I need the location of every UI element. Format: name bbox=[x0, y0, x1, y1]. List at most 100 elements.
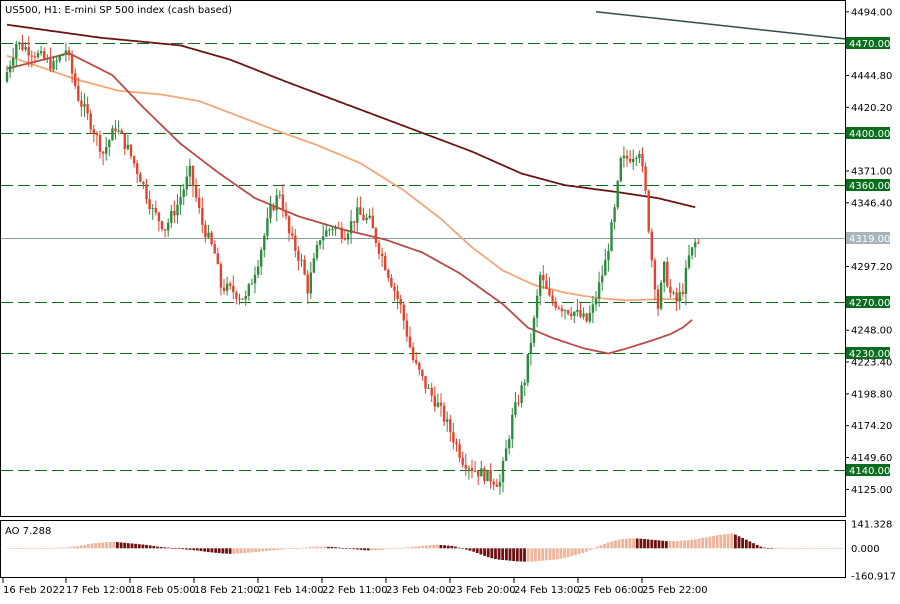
ao-bar bbox=[574, 548, 577, 556]
ao-bar bbox=[712, 535, 715, 549]
candle-body bbox=[498, 482, 502, 487]
ao-bar bbox=[515, 548, 519, 562]
ao-bar bbox=[795, 548, 799, 549]
candle-body bbox=[467, 468, 471, 470]
ao-bar bbox=[792, 548, 795, 549]
ao-bar bbox=[312, 546, 316, 549]
ao-bar bbox=[610, 541, 614, 549]
ao-bar bbox=[359, 548, 363, 550]
candle-body bbox=[157, 212, 161, 222]
candle-body bbox=[95, 134, 99, 136]
ao-bar bbox=[254, 548, 257, 553]
candle-body bbox=[473, 470, 477, 472]
candle-body bbox=[278, 194, 281, 196]
candle-body bbox=[213, 244, 216, 254]
ao-bar bbox=[279, 548, 283, 550]
time-tick-label: 23 Feb 20:00 bbox=[450, 585, 516, 596]
ao-bar bbox=[126, 543, 130, 549]
candle-body bbox=[486, 470, 489, 482]
candle-body bbox=[33, 56, 37, 58]
ao-bar bbox=[366, 548, 370, 551]
candle-body bbox=[151, 208, 154, 209]
ao-bar bbox=[225, 548, 228, 554]
ao-bar bbox=[341, 548, 345, 549]
ao-bar bbox=[817, 548, 821, 549]
ao-bar bbox=[752, 543, 755, 549]
ao-bar bbox=[479, 548, 483, 555]
ao-bar bbox=[7, 548, 10, 549]
candle-body bbox=[229, 283, 232, 286]
price-axis[interactable]: 4494.00 4444.80 4420.20 4371.00 4346.40 4297.… bbox=[845, 7, 892, 496]
ao-bar bbox=[97, 542, 101, 549]
candle-body bbox=[470, 468, 474, 471]
candle-body bbox=[287, 216, 291, 234]
candle-body bbox=[129, 144, 133, 157]
ao-bar bbox=[755, 544, 759, 549]
ao-pane bbox=[0, 520, 846, 578]
candle-body bbox=[12, 58, 15, 66]
ao-bar bbox=[196, 548, 199, 551]
ao-bar bbox=[72, 546, 76, 549]
ao-bar bbox=[246, 548, 250, 553]
ao-bar bbox=[781, 548, 784, 549]
candle-body bbox=[173, 211, 176, 216]
level-tag-label: 4230.00 bbox=[849, 349, 890, 360]
candle-body bbox=[489, 470, 492, 482]
ao-bar bbox=[690, 539, 694, 549]
candle-body bbox=[371, 215, 374, 229]
candle-body bbox=[588, 312, 591, 322]
candle-body bbox=[142, 182, 145, 185]
candle-body bbox=[415, 360, 418, 363]
candle-body bbox=[8, 65, 12, 73]
ao-bar bbox=[588, 548, 592, 550]
ao-bar bbox=[730, 533, 734, 549]
candle-body bbox=[461, 457, 464, 465]
price-tick-label: 4346.40 bbox=[851, 198, 892, 209]
candle-body bbox=[560, 308, 564, 312]
candle-body bbox=[591, 304, 595, 313]
candle-body bbox=[216, 253, 219, 265]
time-tick-label: 18 Feb 05:00 bbox=[130, 585, 196, 596]
ao-bar bbox=[530, 548, 534, 562]
ao-bar bbox=[526, 548, 530, 562]
ao-bar bbox=[348, 548, 352, 549]
candle-body bbox=[291, 233, 294, 236]
ao-bar bbox=[326, 546, 330, 549]
candle-body bbox=[520, 385, 523, 403]
ao-bar bbox=[156, 546, 159, 549]
candle-body bbox=[694, 242, 697, 248]
candle-body bbox=[36, 53, 40, 58]
level-tag bbox=[846, 127, 890, 139]
candle-body bbox=[297, 250, 300, 261]
ao-bar bbox=[650, 539, 654, 549]
candle-body bbox=[219, 264, 223, 288]
ao-bar bbox=[221, 548, 225, 554]
candle-body bbox=[610, 222, 613, 251]
candle-body bbox=[638, 153, 641, 158]
ao-bar bbox=[810, 548, 814, 549]
ao-bar bbox=[112, 541, 116, 549]
ao-bar bbox=[377, 548, 381, 550]
ao-bar bbox=[232, 548, 236, 554]
candle-body bbox=[349, 221, 353, 234]
ao-bar bbox=[399, 548, 403, 549]
candle-body bbox=[405, 320, 409, 337]
ao-bar bbox=[563, 548, 566, 558]
candle-body bbox=[325, 230, 328, 237]
ao-bar bbox=[606, 542, 610, 549]
level-tag-label: 4270.00 bbox=[849, 298, 890, 309]
ao-bar bbox=[544, 548, 548, 561]
candle-body bbox=[167, 222, 170, 231]
candle-body bbox=[356, 207, 359, 223]
ao-bar bbox=[286, 548, 290, 549]
ma-slow-line bbox=[6, 23, 696, 209]
candle-body bbox=[331, 229, 334, 231]
candle-body bbox=[250, 283, 254, 285]
candle-body bbox=[204, 224, 207, 238]
current-price-tag bbox=[846, 232, 890, 244]
trendline[interactable] bbox=[595, 11, 846, 40]
price-tick-label: 4297.20 bbox=[851, 262, 892, 273]
